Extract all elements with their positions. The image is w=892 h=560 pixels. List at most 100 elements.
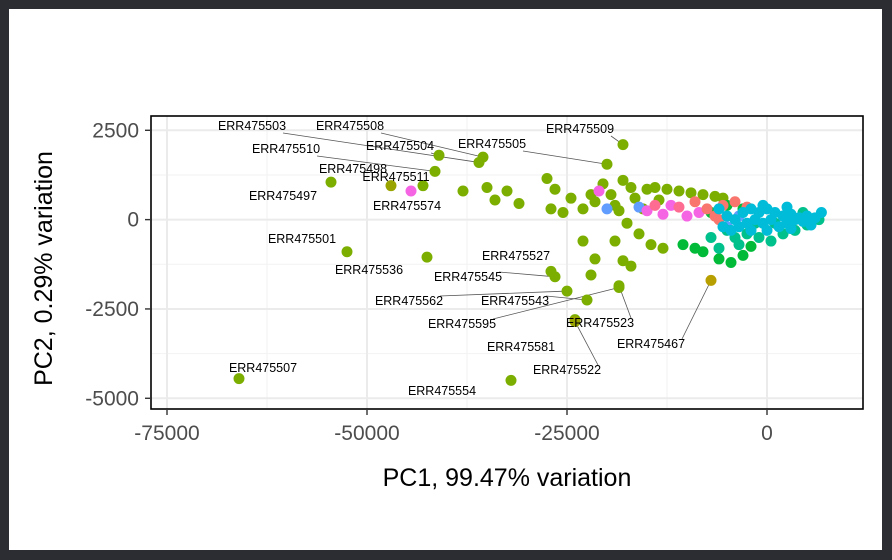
data-point: [557, 206, 569, 218]
y-axis-title: PC2, 0.29% variation: [30, 151, 58, 386]
data-point: [657, 242, 669, 254]
point-label: ERR475522: [533, 363, 601, 377]
y-tick-label: 0: [127, 209, 139, 232]
data-point: [593, 185, 605, 197]
point-label: ERR475527: [482, 249, 550, 263]
data-point: [617, 174, 629, 186]
data-point: [585, 269, 597, 281]
data-point: [589, 253, 601, 265]
data-point: [685, 187, 697, 199]
point-label: ERR475498: [319, 162, 387, 176]
plot-panel-border: [150, 115, 864, 410]
label-leader-line: [316, 155, 436, 172]
label-leader-line: [439, 290, 568, 297]
data-point: [589, 196, 601, 208]
label-leader-line: [282, 132, 480, 163]
data-point: [481, 181, 493, 193]
data-point-labeled: [617, 139, 629, 151]
data-point: [677, 239, 689, 251]
data-point: [713, 253, 725, 265]
data-point: [697, 189, 709, 201]
data-point: [673, 201, 685, 213]
data-point: [733, 239, 745, 251]
data-points: [233, 139, 827, 386]
point-label: ERR475595: [428, 317, 496, 331]
data-point: [565, 192, 577, 204]
data-point: [781, 201, 793, 213]
label-leader-line: [681, 280, 712, 340]
data-point: [701, 203, 713, 215]
label-leader-line: [380, 132, 484, 158]
data-point: [725, 257, 737, 268]
point-label: ERR475509: [546, 122, 614, 136]
x-tick-label: 0: [761, 422, 773, 445]
chart-frame: ERR475503 ERR475508 ERR475504 ERR475510 ERR4…: [9, 9, 882, 550]
data-point: [545, 203, 557, 215]
point-label: ERR475501: [268, 232, 336, 246]
data-point: [713, 203, 725, 215]
point-label: ERR475554: [408, 384, 476, 398]
data-point: [613, 205, 625, 217]
data-point: [765, 214, 777, 226]
data-point: [629, 192, 641, 204]
data-point: [717, 221, 729, 233]
x-axis-title: PC1, 99.47% variation: [383, 464, 632, 492]
label-leader-line: [574, 321, 599, 366]
data-point: [713, 242, 725, 254]
data-point: [577, 203, 589, 215]
point-label: ERR475505: [458, 137, 526, 151]
x-tick-label: -50000: [334, 422, 399, 445]
data-point-labeled: [325, 176, 337, 188]
point-label: ERR475574: [373, 199, 441, 213]
data-point-labeled: [417, 180, 429, 192]
data-point: [577, 235, 589, 247]
data-point-labeled: [421, 251, 433, 263]
y-tick-label: 2500: [92, 119, 139, 142]
point-label: ERR475523: [566, 316, 634, 330]
pca-scatter-chart: ERR475503 ERR475508 ERR475504 ERR475510 ERR4…: [30, 115, 864, 492]
point-label: ERR475508: [316, 119, 384, 133]
data-point-labeled: [477, 151, 489, 163]
data-point: [549, 183, 561, 195]
data-point: [745, 224, 757, 236]
data-point-labeled: [569, 315, 581, 327]
data-point-labeled: [505, 374, 517, 386]
point-label: ERR475504: [366, 139, 434, 153]
data-point: [805, 219, 817, 231]
data-point: [501, 185, 513, 197]
data-point-labeled: [405, 185, 417, 197]
data-point: [649, 199, 661, 211]
point-label: ERR475562: [375, 294, 443, 308]
point-label: ERR475497: [249, 189, 317, 203]
data-point: [689, 196, 701, 208]
data-point: [649, 181, 661, 193]
label-leader-line: [522, 150, 608, 165]
label-leader-line: [545, 295, 588, 301]
data-point-labeled: [601, 158, 613, 170]
data-point-labeled: [429, 165, 441, 177]
y-axis-ticks: 2500 0 -2500 -5000: [85, 119, 151, 410]
point-label: ERR475536: [335, 263, 403, 277]
point-label: ERR475503: [218, 119, 286, 133]
data-point: [745, 240, 757, 252]
point-label: ERR475467: [617, 337, 685, 351]
data-point: [641, 205, 653, 217]
x-axis-ticks: -75000 -50000 -25000 0: [134, 409, 773, 445]
data-point: [705, 231, 717, 243]
data-point: [673, 185, 685, 197]
point-label: ERR475543: [481, 294, 549, 308]
data-point: [737, 249, 749, 261]
label-leader-line: [492, 287, 620, 320]
data-point-labeled: [581, 294, 593, 306]
point-label: ERR475510: [252, 142, 320, 156]
data-point-labeled: [705, 274, 717, 286]
data-point-labeled: [549, 271, 561, 283]
data-point: [625, 181, 637, 193]
point-label: ERR475507: [229, 361, 297, 375]
data-point: [757, 199, 769, 211]
x-tick-label: -25000: [534, 422, 599, 445]
data-point: [729, 196, 741, 208]
data-point: [625, 260, 637, 272]
y-tick-label: -2500: [85, 298, 139, 321]
data-point-labeled: [385, 180, 397, 192]
